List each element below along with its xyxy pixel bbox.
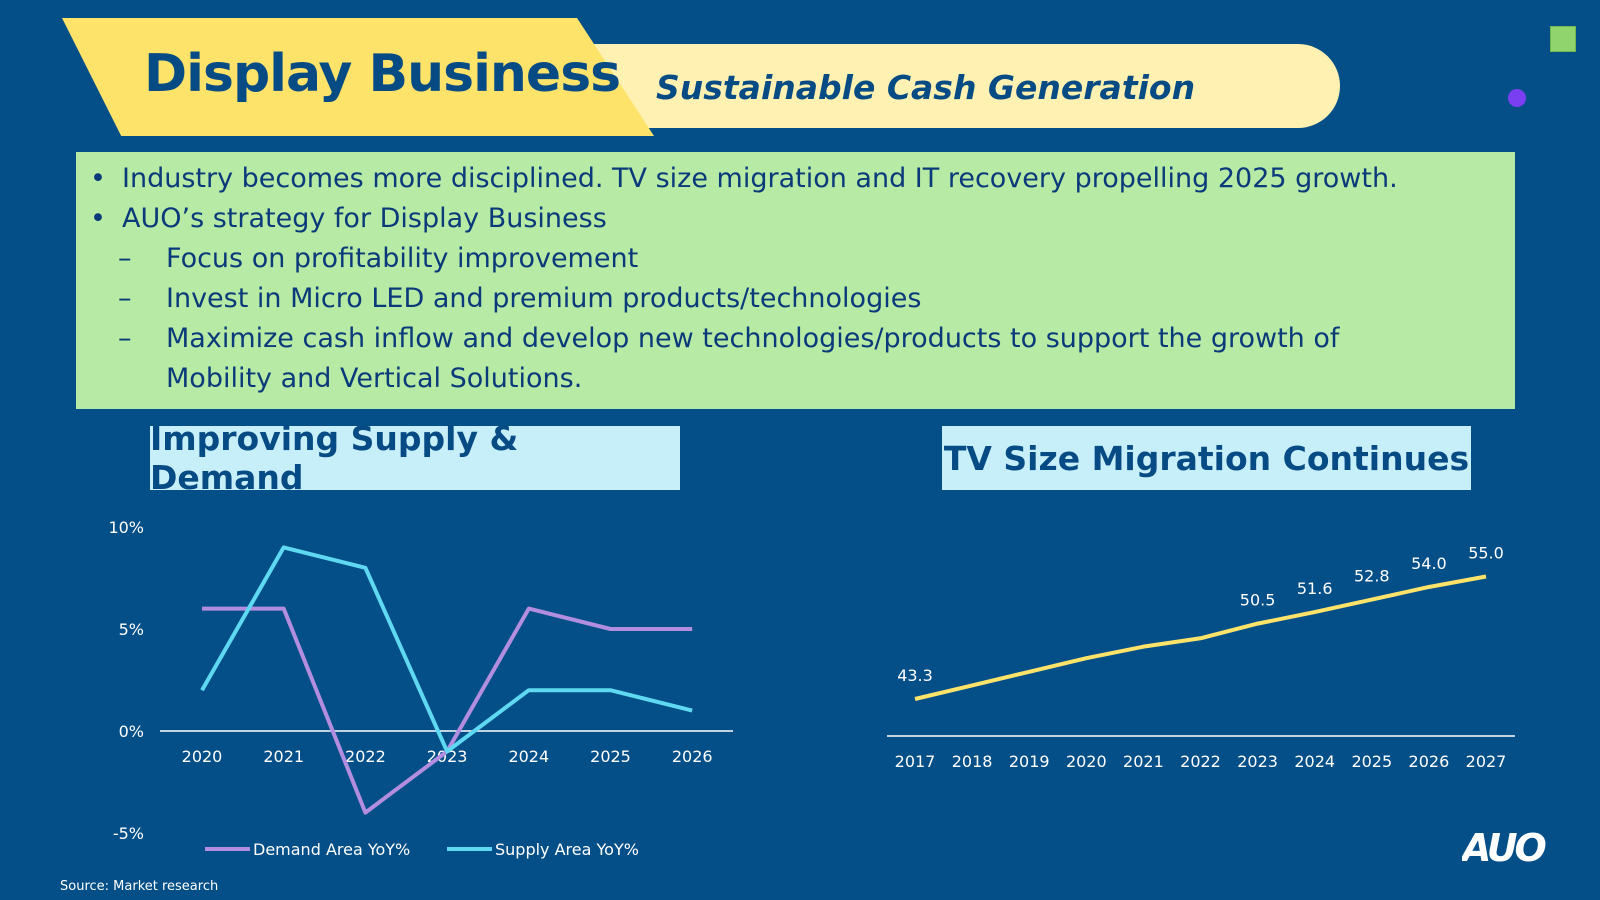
bullet-item: • AUO’s strategy for Display Business xyxy=(76,199,1515,239)
x-tick-label: 2026 xyxy=(672,747,713,766)
title-banner xyxy=(62,18,654,136)
y-tick-label: 10% xyxy=(108,518,144,537)
page-subtitle: Sustainable Cash Generation xyxy=(656,68,1196,107)
tv-size-series-line xyxy=(914,574,1487,701)
y-tick-label: 0% xyxy=(119,722,144,741)
sub-bullet-continuation: Mobility and Vertical Solutions. xyxy=(76,359,1515,399)
data-label: 50.5 xyxy=(1240,591,1276,610)
tv-size-chart: 2017 2018 2019 2020 2021 2022 2023 2024 2025 2026… xyxy=(887,544,1515,771)
x-tick-label: 2022 xyxy=(1180,752,1221,771)
bullet-marker: • xyxy=(90,163,106,194)
sub-bullet-marker: – xyxy=(118,283,132,314)
sub-bullet-text: Mobility and Vertical Solutions. xyxy=(166,363,583,394)
svg-text:AUO: AUO xyxy=(1462,828,1546,868)
auo-logo-icon: AUO xyxy=(1462,828,1549,868)
x-tick-label: 2018 xyxy=(952,752,993,771)
sub-bullet-text: Maximize cash inflow and develop new tec… xyxy=(166,323,1340,354)
x-tick-label: 2022 xyxy=(345,747,386,766)
legend-demand-label: Demand Area YoY% xyxy=(253,840,410,859)
sub-bullet-item: – Maximize cash inflow and develop new t… xyxy=(76,319,1515,359)
x-tick-label: 2020 xyxy=(182,747,223,766)
bullet-item: • Industry becomes more disciplined. TV … xyxy=(76,159,1515,199)
bullet-marker: • xyxy=(90,203,106,234)
demand-series-line xyxy=(202,606,693,815)
sub-bullet-text: Invest in Micro LED and premium products… xyxy=(166,283,922,314)
sub-bullet-marker: – xyxy=(118,243,132,274)
data-label: 52.8 xyxy=(1354,567,1390,586)
x-tick-label: 2017 xyxy=(895,752,936,771)
sub-bullet-item: – Focus on profitability improvement xyxy=(76,239,1515,279)
y-tick-label: -5% xyxy=(113,824,144,843)
decorative-dot xyxy=(1508,89,1526,107)
sub-bullet-marker: – xyxy=(118,323,132,354)
supply-demand-chart-title: Improving Supply & Demand xyxy=(150,419,680,497)
data-label: 43.3 xyxy=(897,666,933,685)
source-note: Source: Market research xyxy=(60,879,219,894)
sub-bullet-text: Focus on profitability improvement xyxy=(166,243,639,274)
supply-series-line xyxy=(200,545,693,754)
data-label: 54.0 xyxy=(1411,554,1447,573)
tv-size-chart-title: TV Size Migration Continues xyxy=(942,426,1471,490)
bullet-text: Industry becomes more disciplined. TV si… xyxy=(122,163,1398,194)
x-tick-label: 2020 xyxy=(1066,752,1107,771)
x-tick-label: 2023 xyxy=(1237,752,1278,771)
data-label: 51.6 xyxy=(1297,579,1333,598)
x-tick-label: 2027 xyxy=(1466,752,1507,771)
x-tick-label: 2025 xyxy=(590,747,631,766)
x-tick-label: 2024 xyxy=(1294,752,1335,771)
x-tick-label: 2021 xyxy=(263,747,304,766)
page-title: Display Business xyxy=(144,44,621,104)
bullet-list: • Industry becomes more disciplined. TV … xyxy=(76,152,1515,409)
legend-supply-label: Supply Area YoY% xyxy=(495,840,639,859)
x-tick-label: 2024 xyxy=(508,747,549,766)
decorative-square xyxy=(1550,26,1576,52)
x-tick-label: 2026 xyxy=(1409,752,1450,771)
data-label: 55.0 xyxy=(1468,544,1504,563)
x-tick-label: 2021 xyxy=(1123,752,1164,771)
supply-demand-chart: -5%0%5%10%2020 2021 2022 2023 2024 2025 2026De… xyxy=(108,518,733,859)
sub-bullet-item: – Invest in Micro LED and premium produc… xyxy=(76,279,1515,319)
subtitle-pill xyxy=(560,44,1340,128)
x-tick-label: 2019 xyxy=(1009,752,1050,771)
y-tick-label: 5% xyxy=(119,620,144,639)
bullet-text: AUO’s strategy for Display Business xyxy=(122,203,607,234)
x-tick-label: 2025 xyxy=(1351,752,1392,771)
